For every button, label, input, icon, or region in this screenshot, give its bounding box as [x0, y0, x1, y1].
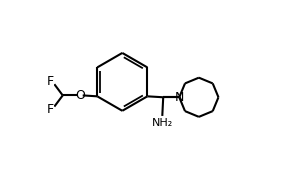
Text: NH₂: NH₂	[152, 118, 173, 128]
Text: F: F	[47, 103, 54, 116]
Text: N: N	[175, 91, 184, 104]
Text: O: O	[76, 89, 85, 102]
Text: F: F	[47, 75, 54, 88]
